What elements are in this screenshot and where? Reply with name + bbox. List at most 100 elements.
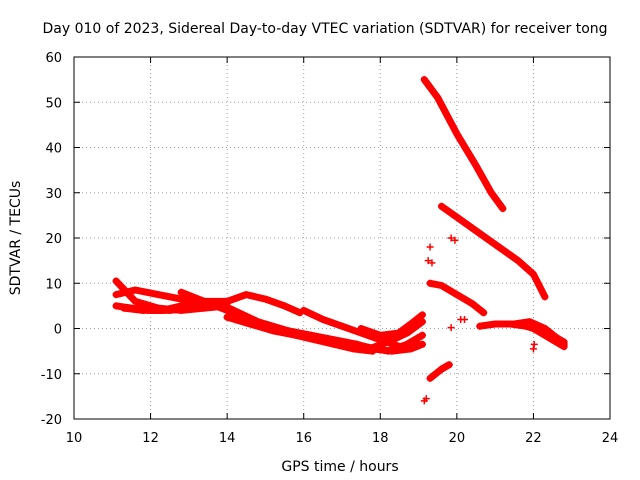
trace-12: [438, 202, 549, 301]
trace-13-point-4: [480, 309, 488, 317]
trace-2-point-3: [177, 295, 185, 303]
scatter-1-point-4: [428, 259, 436, 267]
trace-13-point-3: [468, 300, 476, 308]
trace-14-point-0: [426, 374, 434, 382]
chart-title: Day 010 of 2023, Sidereal Day-to-day VTE…: [42, 21, 607, 37]
trace-2-point-8: [281, 302, 289, 310]
trace-7-point-6: [415, 340, 423, 348]
trace-7-point-0: [300, 306, 308, 314]
trace-11-point-0: [420, 76, 428, 84]
trace-5-point-0: [177, 288, 185, 296]
trace-10-point-1: [384, 338, 392, 346]
trace-4-point-2: [158, 306, 166, 314]
trace-10-band: [365, 318, 426, 353]
scatter-2-point-5: [529, 345, 537, 353]
trace-6-point-0: [223, 313, 231, 321]
trace-12-point-4: [514, 257, 522, 265]
trace-11-point-2: [453, 130, 461, 138]
trace-7-point-1: [319, 315, 327, 323]
trace-14-point-2: [445, 361, 453, 369]
trace-2-point-0: [112, 291, 120, 299]
trace-13-point-1: [438, 282, 446, 290]
axis-ticks: [73, 56, 611, 420]
x-tick-label-22: 22: [525, 431, 542, 446]
trace-12-point-6: [541, 293, 549, 301]
trace-14-band: [426, 361, 453, 382]
trace-1-point-1: [131, 297, 139, 305]
trace-15-point-1: [491, 320, 499, 328]
trace-11-band: [420, 76, 507, 213]
x-tick-label-24: 24: [602, 431, 619, 446]
trace-5-point-1: [200, 297, 208, 305]
trace-5-point-2: [223, 306, 231, 314]
x-tick-label-18: 18: [372, 431, 389, 446]
x-tick-label-20: 20: [449, 431, 466, 446]
trace-15-point-0: [476, 322, 484, 330]
trace-10: [365, 318, 426, 353]
y-tick-label-60: 60: [45, 51, 62, 66]
scatter-1: [420, 243, 436, 405]
data-series: [112, 76, 568, 405]
trace-9-point-3: [418, 311, 426, 319]
trace-4-point-0: [120, 304, 128, 312]
x-tick-label-14: 14: [219, 431, 236, 446]
trace-2-point-2: [154, 291, 162, 299]
trace-2-point-1: [131, 286, 139, 294]
y-axis-label: SDTVAR / TECUs: [8, 181, 24, 296]
trace-12-point-2: [476, 229, 484, 237]
x-tick-label-10: 10: [66, 431, 83, 446]
trace-17-point-4: [560, 338, 568, 346]
trace-6-point-7: [384, 347, 392, 355]
scatter-1-point-3: [426, 243, 434, 251]
scatter-2-point-3: [461, 315, 469, 323]
trace-10-point-0: [365, 345, 373, 353]
tick-labels: 10 12 14 16 18 20 22 24 -20 -10 0 10 20 30 40 50 60: [41, 51, 619, 446]
trace-11-point-1: [434, 94, 442, 102]
trace-11-point-3: [472, 162, 480, 170]
trace-17-point-2: [537, 327, 545, 335]
trace-6-point-9: [418, 331, 426, 339]
trace-12-point-5: [529, 270, 537, 278]
y-tick-label-50: 50: [45, 96, 62, 111]
trace-13: [426, 279, 488, 317]
x-tick-label-16: 16: [295, 431, 312, 446]
y-tick-label-0: 0: [54, 323, 62, 338]
grid-lines: [74, 57, 610, 419]
trace-17-point-0: [506, 320, 514, 328]
scatter-2-point-6: [530, 340, 538, 348]
trace-11-point-4: [487, 189, 495, 197]
scatter-2-point-0: [447, 234, 455, 242]
scatter-2-point-1: [451, 236, 459, 244]
trace-2-point-7: [261, 295, 269, 303]
trace-17: [506, 320, 568, 346]
x-axis-label: GPS time / hours: [281, 459, 398, 475]
trace-11: [420, 76, 507, 213]
x-tick-label-12: 12: [142, 431, 159, 446]
trace-4-point-3: [177, 302, 185, 310]
trace-8-point-0: [357, 325, 365, 332]
trace-12-band: [438, 202, 549, 301]
trace-17-point-3: [552, 334, 560, 342]
trace-6-point-2: [269, 327, 277, 335]
trace-3-point-0: [112, 302, 120, 310]
scatter-1-point-2: [424, 257, 432, 265]
trace-6-point-1: [246, 320, 254, 328]
trace-7-point-2: [338, 322, 346, 330]
scatter-2-point-4: [447, 324, 455, 332]
trace-4-point-1: [139, 306, 147, 314]
trace-14: [426, 361, 453, 382]
trace-1-point-0: [112, 277, 120, 285]
trace-10-point-2: [403, 329, 411, 337]
trace-13-point-2: [453, 291, 461, 299]
trace-13-point-0: [426, 279, 434, 287]
trace-12-point-0: [438, 202, 446, 210]
y-tick-label-40: 40: [45, 142, 62, 157]
y-tick-label-30: 30: [45, 187, 62, 202]
trace-8-point-1: [376, 331, 384, 339]
y-tick-label--20: -20: [41, 413, 62, 428]
trace-7-point-5: [395, 343, 403, 351]
trace-6-point-3: [292, 331, 300, 339]
trace-12-point-3: [495, 243, 503, 251]
y-tick-label--10: -10: [41, 368, 62, 383]
